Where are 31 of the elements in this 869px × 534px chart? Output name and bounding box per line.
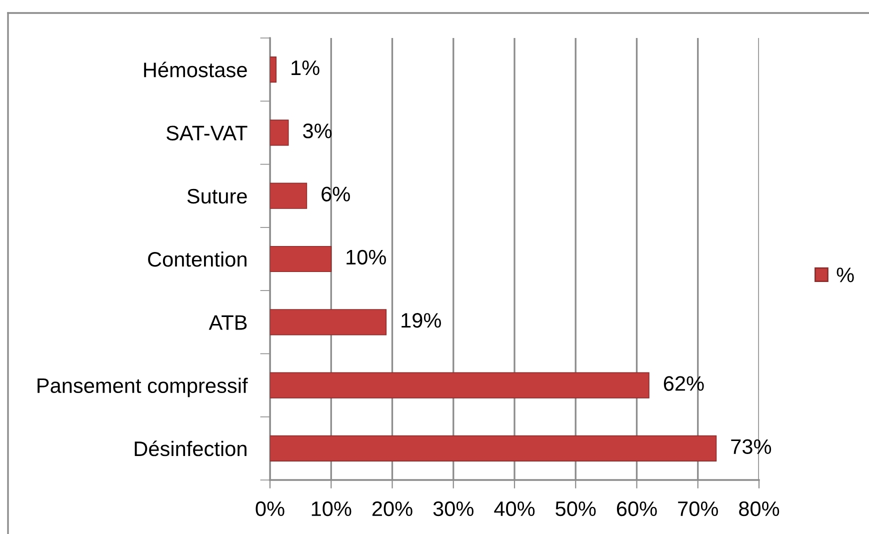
x-tick-label: 40% <box>494 501 535 516</box>
bar <box>270 309 387 336</box>
x-tick-label: 50% <box>556 501 596 516</box>
data-label: 6% <box>322 186 350 202</box>
x-tick-label: 70% <box>678 501 718 516</box>
y-tick-label: Hémostase <box>144 62 247 78</box>
bar <box>270 435 717 462</box>
legend-label: % <box>836 268 854 282</box>
x-tick-label: 30% <box>433 501 474 516</box>
y-tick-label: Désinfection <box>134 440 246 456</box>
x-tick-label: 0% <box>256 501 284 516</box>
data-label: 62% <box>664 376 704 391</box>
y-tick-label: ATB <box>208 315 247 330</box>
y-tick-label: SAT-VAT <box>166 126 248 140</box>
x-tick-label: 10% <box>312 501 352 516</box>
x-tick-label: 60% <box>616 501 657 516</box>
x-tick-label: 80% <box>739 501 780 516</box>
y-tick-label: Contention <box>148 251 246 267</box>
data-label: 73% <box>731 439 772 454</box>
y-tick-label: Pansement compressif <box>38 378 248 398</box>
data-label: 10% <box>346 250 386 265</box>
data-label: 3% <box>303 124 332 138</box>
data-label: 19% <box>402 312 441 328</box>
data-label: 1% <box>292 60 320 76</box>
x-tick-label: 20% <box>372 501 412 516</box>
bar <box>270 372 650 398</box>
bar <box>270 120 289 146</box>
bar <box>270 182 308 209</box>
bar <box>270 246 332 272</box>
bar <box>270 56 277 83</box>
y-tick-label: Suture <box>187 188 247 204</box>
